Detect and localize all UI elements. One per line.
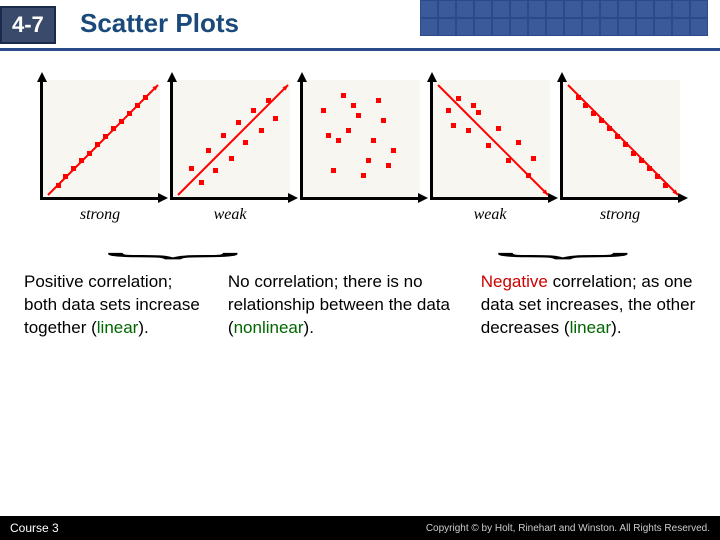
chart-label: strong	[560, 206, 680, 224]
page-title: Scatter Plots	[80, 8, 239, 39]
text-row: Positive correlation; both data sets inc…	[0, 259, 720, 340]
keyword-linear: linear	[570, 318, 612, 337]
negative-text: Negative correlation; as one data set in…	[481, 271, 696, 340]
chart-label: strong	[40, 206, 160, 224]
chart-negative-strong: strong	[560, 80, 680, 224]
keyword-linear: linear	[97, 318, 139, 337]
footer-course: Course 3	[10, 521, 59, 535]
keyword-negative: Negative	[481, 272, 548, 291]
chart-positive-weak: weak	[170, 80, 290, 224]
section-tag: 4-7	[0, 6, 56, 44]
footer: Course 3 Copyright © by Holt, Rinehart a…	[0, 516, 720, 540]
none-text: No correlation; there is no relationship…	[228, 271, 463, 340]
footer-copyright: Copyright © by Holt, Rinehart and Winsto…	[426, 523, 710, 534]
chart-label: weak	[430, 206, 550, 224]
positive-text: Positive correlation; both data sets inc…	[24, 271, 210, 340]
brace-negative: ⏟	[0, 226, 720, 259]
chart-negative-weak: weak	[430, 80, 550, 224]
chart-label: weak	[170, 206, 290, 224]
charts-row: strong weak weak strong	[0, 80, 720, 224]
header-rule	[0, 48, 720, 51]
keyword-nonlinear: nonlinear	[234, 318, 304, 337]
brace-row: ⏟ ⏟ ⏟	[0, 226, 720, 259]
chart-none	[300, 80, 420, 224]
header-grid-pattern	[420, 0, 720, 40]
chart-positive-strong: strong	[40, 80, 160, 224]
header: 4-7 Scatter Plots	[0, 0, 720, 60]
